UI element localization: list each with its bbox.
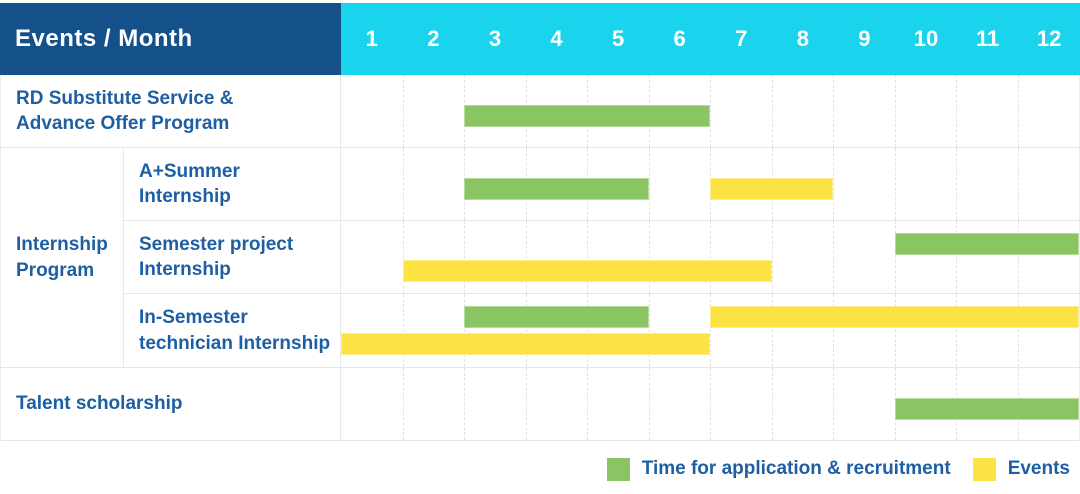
legend-label: Time for application & recruitment bbox=[641, 458, 951, 479]
legend-label: Events bbox=[1007, 458, 1070, 479]
month-gridline bbox=[402, 75, 404, 147]
table-row: In-Semester technician Internship bbox=[124, 294, 1079, 367]
month-gridline bbox=[525, 221, 527, 293]
month-gridline bbox=[1017, 148, 1019, 220]
month-gridline bbox=[648, 221, 650, 293]
month-gridline bbox=[464, 368, 465, 440]
table-row: A+Summer Internship bbox=[124, 148, 1079, 221]
month-label: 6 bbox=[673, 26, 686, 51]
legend-item: Time for application & recruitment bbox=[606, 457, 951, 481]
month-gridline bbox=[710, 294, 711, 367]
month-gridline bbox=[833, 148, 834, 220]
month-gridline bbox=[402, 368, 404, 440]
month-gridline bbox=[833, 368, 834, 440]
month-label: 1 bbox=[365, 26, 378, 51]
month-gridline bbox=[956, 221, 957, 293]
green-bar bbox=[464, 105, 710, 128]
row-chart-area bbox=[341, 294, 1079, 367]
month-gridline bbox=[894, 294, 896, 367]
green-bar bbox=[894, 398, 1079, 421]
month-gridline bbox=[464, 294, 465, 367]
row-label: A+Summer Internship bbox=[124, 148, 341, 220]
green-bar bbox=[894, 232, 1079, 255]
green-bar bbox=[464, 178, 649, 201]
month-gridline bbox=[771, 221, 773, 293]
month-gridline bbox=[587, 368, 588, 440]
month-gridline bbox=[587, 221, 588, 293]
month-gridline bbox=[402, 221, 404, 293]
month-gridline bbox=[771, 368, 773, 440]
month-label: 3 bbox=[488, 26, 502, 51]
row-chart-area bbox=[341, 221, 1079, 293]
month-gridline bbox=[771, 75, 773, 147]
group-rows: A+Summer Internship Semester project Inte… bbox=[124, 148, 1079, 367]
events-month-header: Events / Month bbox=[0, 3, 341, 75]
month-gridline bbox=[464, 221, 465, 293]
month-gridline bbox=[833, 75, 834, 147]
month-gridline bbox=[525, 294, 527, 367]
legend-swatch-application bbox=[606, 457, 630, 481]
table-row: Semester project Internship bbox=[124, 221, 1079, 294]
green-bar bbox=[464, 305, 649, 328]
yellow-bar bbox=[710, 305, 1079, 328]
events-schedule-table: Events / Month 1 2 3 4 5 6 7 8 9 10 11 12 RD Substi… bbox=[0, 3, 1080, 441]
month-gridline bbox=[710, 75, 711, 147]
month-gridline bbox=[1017, 221, 1019, 293]
month-label: 12 bbox=[1036, 26, 1062, 51]
month-gridline bbox=[894, 148, 896, 220]
month-gridline bbox=[402, 294, 404, 367]
month-gridline bbox=[833, 294, 834, 367]
yellow-bar bbox=[402, 259, 772, 282]
month-gridline bbox=[833, 221, 834, 293]
yellow-bar bbox=[710, 178, 833, 201]
month-gridline bbox=[956, 75, 957, 147]
row-chart-area bbox=[341, 368, 1079, 440]
row-chart-area bbox=[341, 75, 1079, 147]
month-gridline bbox=[525, 368, 527, 440]
month-gridline bbox=[1017, 294, 1019, 367]
month-gridline bbox=[710, 221, 711, 293]
month-gridline bbox=[771, 294, 773, 367]
month-gridline bbox=[587, 294, 588, 367]
row-chart-area bbox=[341, 148, 1079, 220]
month-gridline bbox=[648, 294, 650, 367]
month-gridline bbox=[402, 148, 404, 220]
month-label: 5 bbox=[611, 26, 625, 51]
month-label: 10 bbox=[913, 26, 939, 51]
month-label: 7 bbox=[735, 26, 748, 51]
legend: Time for application & recruitment Events bbox=[606, 452, 1070, 486]
row-label: Talent scholarship bbox=[1, 368, 341, 440]
legend-swatch-events bbox=[972, 457, 996, 481]
row-label: RD Substitute Service & Advance Offer Pr… bbox=[1, 75, 341, 147]
month-gridline bbox=[648, 148, 650, 220]
legend-item: Events bbox=[972, 457, 1070, 481]
month-label: 4 bbox=[550, 26, 563, 51]
month-label: 2 bbox=[427, 26, 440, 51]
month-header-row: 1 2 3 4 5 6 7 8 9 10 11 12 bbox=[341, 3, 1080, 75]
month-gridline bbox=[894, 75, 896, 147]
table-body: RD Substitute Service & Advance Offer Pr… bbox=[0, 75, 1080, 441]
table-row: Talent scholarship bbox=[1, 368, 1079, 441]
table-header-row: Events / Month 1 2 3 4 5 6 7 8 9 10 11 12 bbox=[0, 3, 1080, 75]
month-label: 11 bbox=[975, 26, 1000, 51]
row-label: In-Semester technician Internship bbox=[124, 294, 341, 367]
row-label: Semester project Internship bbox=[124, 221, 341, 293]
group-label: Internship Program bbox=[1, 148, 124, 367]
month-gridline bbox=[648, 368, 650, 440]
month-gridline bbox=[956, 148, 957, 220]
month-gridline bbox=[710, 368, 711, 440]
yellow-bar bbox=[341, 333, 710, 356]
group-block: Internship Program A+Summer Internship Sem… bbox=[1, 148, 1079, 368]
month-gridline bbox=[956, 294, 957, 367]
month-label: 8 bbox=[796, 26, 809, 51]
month-gridline bbox=[894, 221, 896, 293]
table-row: RD Substitute Service & Advance Offer Pr… bbox=[1, 75, 1079, 148]
month-gridline bbox=[1017, 75, 1019, 147]
month-label: 9 bbox=[858, 26, 871, 51]
